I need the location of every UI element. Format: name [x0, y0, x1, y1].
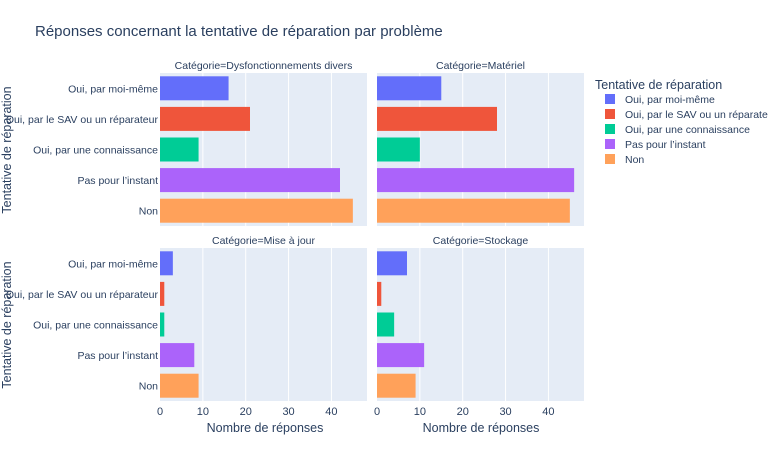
facet-panel: Catégorie=Dysfonctionnements divers Oui, …	[6, 60, 367, 226]
legend-item[interactable]: Pas pour l’instant	[605, 139, 706, 151]
bar	[377, 312, 395, 337]
legend-swatch	[605, 124, 615, 134]
bar	[377, 76, 442, 101]
chart-title: Réponses concernant la tentative de répa…	[35, 23, 443, 40]
y-axis-title-top: Tentative de réparation	[0, 86, 14, 213]
legend-item[interactable]: Oui, par une connaissance	[605, 124, 750, 136]
facet-title: Catégorie=Dysfonctionnements divers	[175, 60, 353, 72]
legend-title: Tentative de réparation	[595, 78, 722, 92]
legend-label: Oui, par le SAV ou un réparateur	[625, 109, 768, 121]
legend: Tentative de réparation Oui, par moi-mêm…	[595, 78, 768, 166]
x-tick-label: 0	[374, 406, 380, 418]
bar	[377, 343, 425, 368]
x-tick-label: 30	[282, 406, 294, 418]
x-tick-label: 10	[414, 406, 426, 418]
x-tick-label: 40	[542, 406, 554, 418]
bar	[160, 106, 250, 131]
facet-title: Catégorie=Mise à jour	[212, 235, 316, 247]
legend-label: Oui, par une connaissance	[625, 124, 750, 136]
bar	[160, 76, 229, 101]
x-tick-label: 10	[197, 406, 209, 418]
bar	[377, 251, 407, 276]
bar	[377, 281, 382, 306]
bar	[377, 373, 416, 398]
y-tick-label: Pas pour l’instant	[77, 175, 158, 187]
legend-label: Non	[625, 154, 644, 166]
legend-swatch	[605, 139, 615, 149]
x-axis-title-right: Nombre de réponses	[423, 421, 540, 435]
y-tick-label: Non	[139, 381, 158, 393]
facet-title: Catégorie=Stockage	[433, 235, 529, 247]
bar	[160, 281, 165, 306]
legend-label: Oui, par moi-même	[625, 94, 715, 106]
bar	[377, 168, 575, 193]
x-axis-title-left: Nombre de réponses	[207, 421, 324, 435]
x-tick-label: 20	[240, 406, 252, 418]
x-tick-label: 0	[157, 406, 163, 418]
y-tick-label: Oui, par une connaissance	[33, 145, 158, 157]
legend-label: Pas pour l’instant	[625, 139, 706, 151]
x-tick-label: 20	[457, 406, 469, 418]
y-tick-label: Oui, par le SAV ou un réparateur	[6, 289, 159, 301]
bar	[160, 251, 173, 276]
bar	[160, 312, 165, 337]
y-axis-title-bottom: Tentative de réparation	[0, 261, 14, 388]
legend-item[interactable]: Oui, par le SAV ou un réparateur	[605, 109, 768, 121]
y-tick-label: Oui, par une connaissance	[33, 320, 158, 332]
x-tick-label: 30	[499, 406, 511, 418]
bar	[377, 106, 497, 131]
legend-swatch	[605, 109, 615, 119]
facet-panel: 0 10 20 30 40 Catégorie=Mise à jour Oui, par m…	[6, 235, 367, 418]
facet-title: Catégorie=Matériel	[436, 60, 525, 72]
bar	[160, 137, 199, 162]
legend-item[interactable]: Non	[605, 154, 644, 166]
y-tick-label: Non	[139, 206, 158, 218]
y-tick-label: Oui, par moi-même	[68, 258, 158, 270]
legend-item[interactable]: Oui, par moi-même	[605, 94, 715, 106]
legend-swatch	[605, 94, 615, 104]
bar	[377, 198, 570, 223]
facet-panel: Catégorie=Matériel	[377, 60, 584, 226]
bar	[160, 343, 195, 368]
bar	[377, 137, 420, 162]
facet-panel: 0 10 20 30 40 Catégorie=Stockage	[374, 235, 584, 418]
y-tick-label: Pas pour l’instant	[77, 350, 158, 362]
bar	[160, 168, 340, 193]
y-tick-label: Oui, par moi-même	[68, 83, 158, 95]
bar	[160, 373, 199, 398]
bar	[160, 198, 353, 223]
y-tick-label: Oui, par le SAV ou un réparateur	[6, 114, 159, 126]
legend-swatch	[605, 154, 615, 164]
x-tick-label: 40	[325, 406, 337, 418]
